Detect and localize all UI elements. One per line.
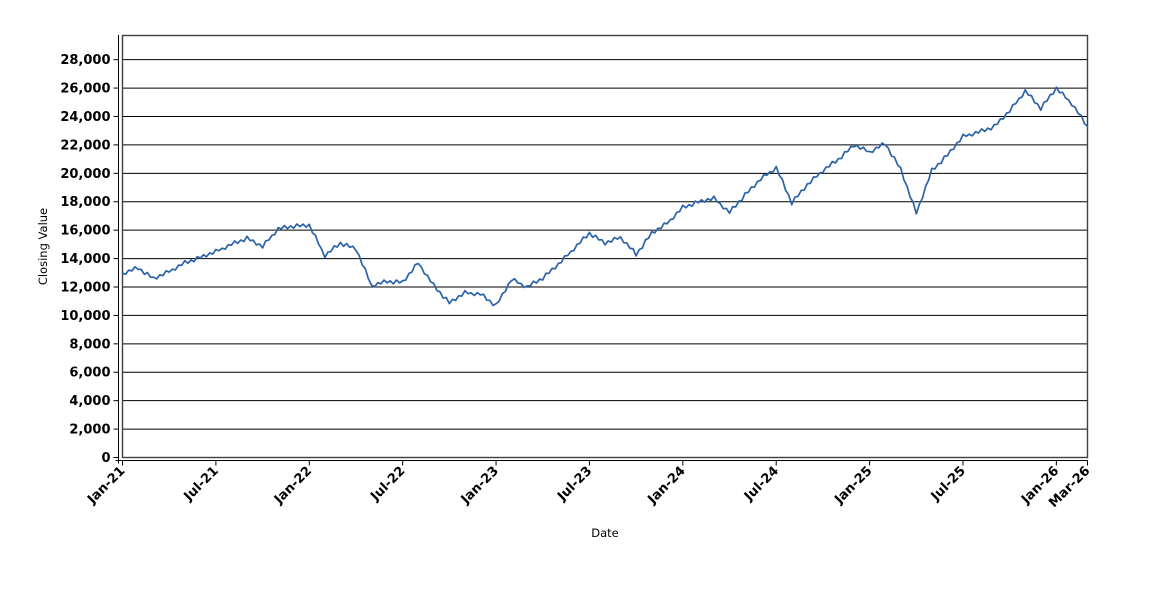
y-tick-label: 2,000 [69,423,110,438]
tick-labels-group: 0 2,000 4,000 6,000 8,000 10,000 12,000 14,000 1… [60,53,1093,511]
x-tick-label: Jul-25 [928,464,969,505]
y-tick-label: 8,000 [69,337,110,352]
axes-group [113,35,1088,466]
y-tick-label: 24,000 [60,110,110,125]
y-tick-label: 26,000 [60,82,110,97]
y-tick-label: 22,000 [60,138,110,153]
y-tick-label: 0 [101,451,110,466]
x-tick-label: Jul-24 [741,464,782,505]
x-tick-label: Jan-24 [645,464,689,508]
y-tick-label: 14,000 [60,252,110,267]
x-tick-label: Jul-21 [181,464,222,505]
x-tick-label: Jan-25 [831,464,875,508]
y-axis-title: Closing Value [36,208,50,285]
y-tick-label: 18,000 [60,195,110,210]
x-tick-label: Jul-23 [554,464,595,505]
plot-frame-group [121,34,1089,459]
gridlines-group [123,59,1087,458]
x-tick-label: Jul-22 [367,464,408,505]
y-tick-label: 12,000 [60,280,110,295]
x-axis-title: Date [591,526,619,540]
y-tick-label: 16,000 [60,224,110,239]
y-tick-label: 6,000 [69,366,110,381]
x-tick-label: Jan-21 [84,464,128,508]
y-tick-label: 4,000 [69,394,110,409]
x-tick-label: Jan-22 [271,464,315,508]
y-tick-label: 28,000 [60,53,110,68]
closing-value-line [121,86,1089,307]
plot-border [121,34,1089,459]
x-tick-label: Jan-23 [458,464,502,508]
y-tick-label: 10,000 [60,309,110,324]
y-tick-label: 20,000 [60,167,110,182]
series-group [121,86,1089,307]
